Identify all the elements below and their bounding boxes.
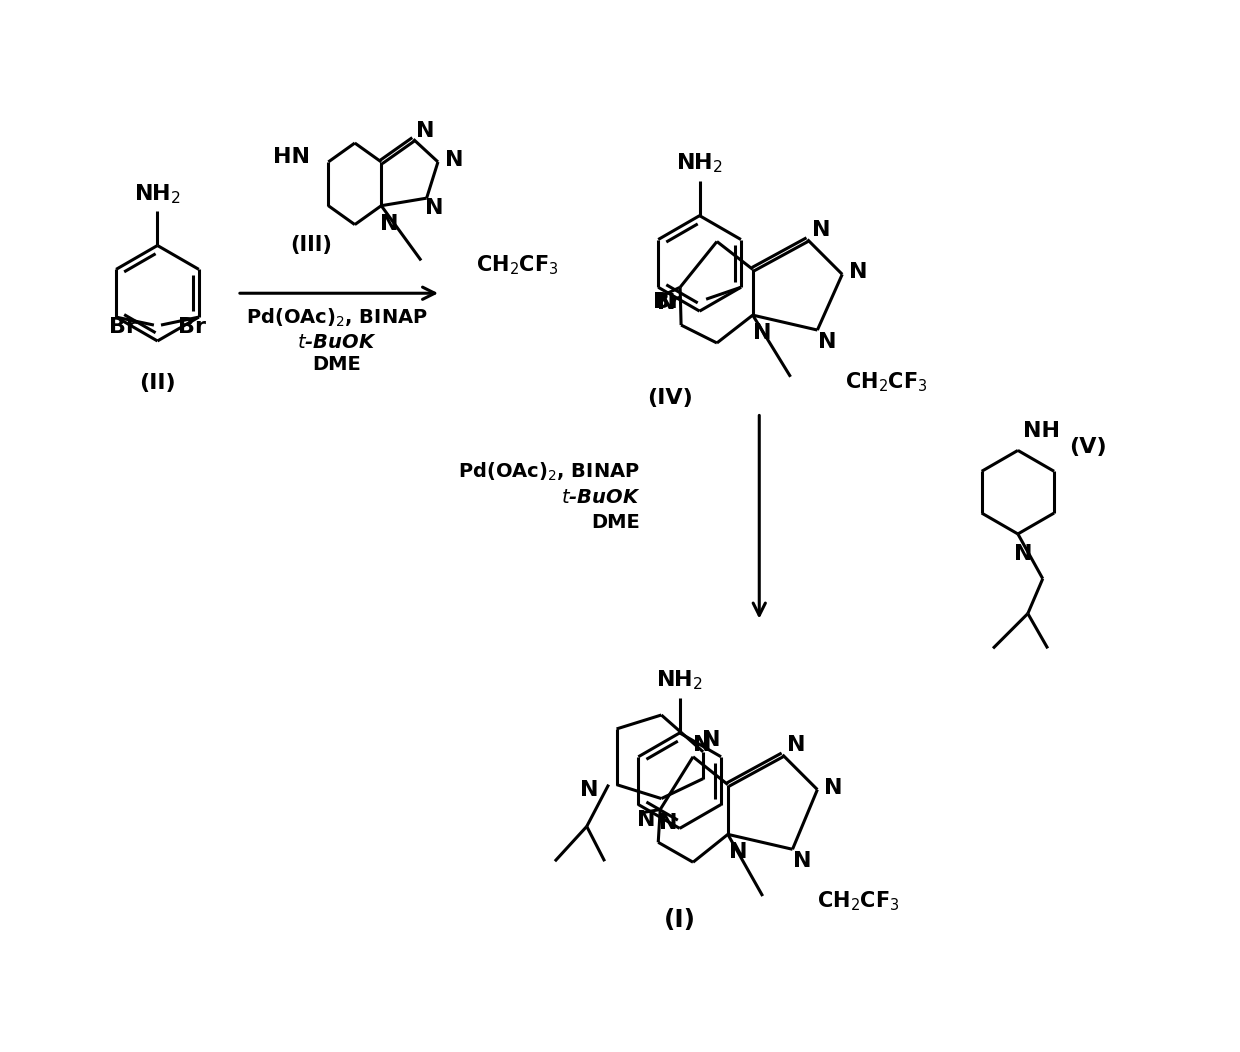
Text: NH: NH — [1023, 421, 1060, 441]
Text: N: N — [658, 813, 677, 833]
Text: DME: DME — [312, 356, 361, 375]
Text: Br: Br — [177, 317, 206, 337]
Text: CH$_2$CF$_3$: CH$_2$CF$_3$ — [846, 370, 928, 393]
Text: $t$-BuOK: $t$-BuOK — [560, 488, 640, 507]
Text: N: N — [417, 121, 434, 141]
Text: (IV): (IV) — [647, 388, 693, 408]
Text: N: N — [379, 214, 398, 234]
Text: CH$_2$CF$_3$: CH$_2$CF$_3$ — [817, 889, 900, 913]
Text: HN: HN — [274, 147, 310, 167]
Text: (I): (I) — [663, 908, 696, 932]
Text: N: N — [445, 150, 463, 170]
Text: N: N — [818, 332, 837, 352]
Text: N: N — [580, 780, 599, 800]
Text: CH$_2$CF$_3$: CH$_2$CF$_3$ — [476, 254, 558, 277]
Text: N: N — [657, 294, 676, 313]
Text: (V): (V) — [1069, 438, 1106, 458]
Text: N: N — [425, 198, 444, 218]
Text: NH$_2$: NH$_2$ — [656, 668, 703, 692]
Text: NH$_2$: NH$_2$ — [134, 182, 181, 205]
Text: (III): (III) — [290, 236, 332, 256]
Text: N: N — [794, 851, 812, 871]
Text: Br: Br — [653, 292, 681, 312]
Text: $t$-BuOK: $t$-BuOK — [296, 333, 376, 352]
Text: N: N — [637, 810, 656, 830]
Text: DME: DME — [591, 512, 640, 531]
Text: N: N — [754, 323, 773, 343]
Text: N: N — [702, 730, 720, 750]
Text: N: N — [812, 220, 831, 240]
Text: N: N — [1013, 544, 1032, 564]
Text: Br: Br — [109, 317, 138, 337]
Text: N: N — [825, 777, 842, 797]
Text: N: N — [693, 735, 711, 755]
Text: NH$_2$: NH$_2$ — [676, 151, 723, 175]
Text: N: N — [787, 735, 806, 755]
Text: (II): (II) — [139, 372, 176, 392]
Text: N: N — [729, 843, 746, 863]
Text: Pd(OAc)$_2$, BINAP: Pd(OAc)$_2$, BINAP — [458, 461, 640, 484]
Text: N: N — [849, 262, 868, 282]
Text: Pd(OAc)$_2$, BINAP: Pd(OAc)$_2$, BINAP — [246, 307, 428, 329]
